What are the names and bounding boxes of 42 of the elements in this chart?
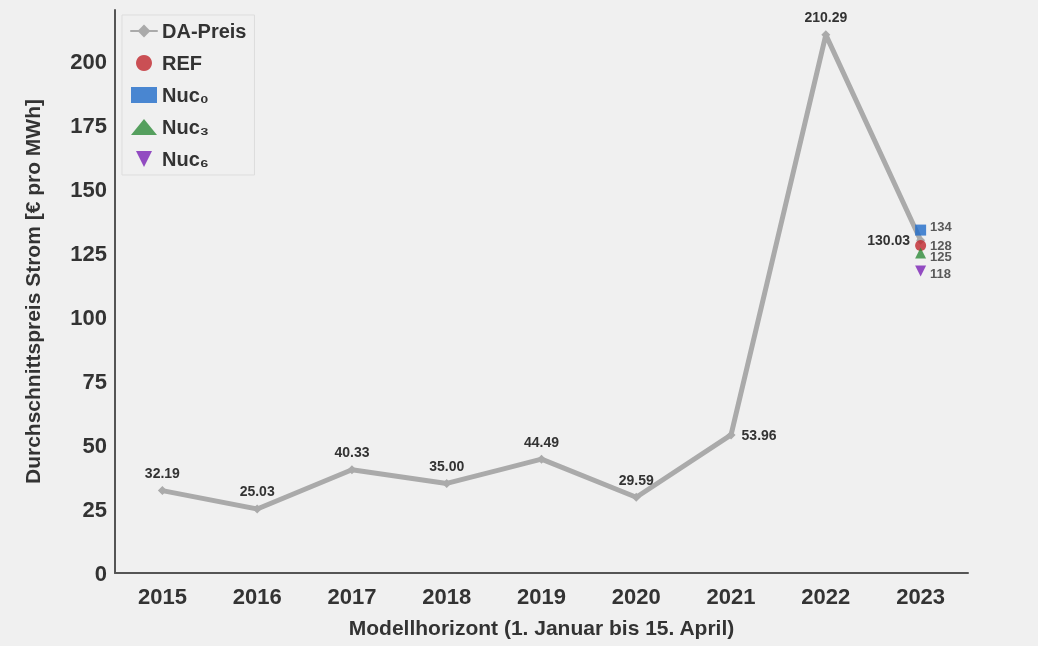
data-label: 128	[930, 237, 952, 253]
y-tick-label: 200	[70, 48, 107, 74]
x-tick-label: 2019	[517, 583, 566, 609]
x-tick-label: 2015	[137, 583, 187, 609]
x-tick-label: 2022	[801, 583, 851, 609]
y-tick-label: 175	[70, 112, 107, 138]
y-tick-label: 125	[70, 240, 107, 266]
y-tick-label: 100	[70, 304, 107, 330]
data-label: 25.03	[239, 483, 275, 500]
data-label: 40.33	[334, 444, 370, 461]
data-label: 118	[930, 265, 952, 281]
legend-label: REF	[162, 52, 202, 74]
point	[537, 454, 546, 464]
y-tick-label: 0	[94, 560, 107, 586]
x-tick-label: 2018	[422, 583, 472, 609]
x-tick-label: 2017	[327, 583, 377, 609]
data-label: 53.96	[741, 426, 777, 443]
data-label: 210.29	[804, 9, 848, 26]
x-tick-label: 2023	[896, 583, 946, 609]
y-tick-label: 75	[82, 368, 107, 394]
legend-label: Nuc₃	[162, 116, 210, 138]
point	[915, 239, 927, 251]
x-tick-label: 2021	[706, 583, 756, 609]
data-label: 44.49	[523, 433, 560, 450]
x-tick-label: 2020	[611, 583, 661, 609]
data-label: 35.00	[429, 457, 465, 474]
y-tick-label: 50	[82, 432, 107, 458]
y-tick-label: 150	[70, 176, 107, 202]
data-label: 29.59	[618, 471, 654, 488]
point	[915, 224, 927, 236]
point	[915, 265, 927, 277]
point	[915, 247, 927, 259]
x-tick-label: 2016	[232, 583, 282, 609]
data-label: 130.03	[867, 232, 911, 249]
legend-label: Nuc₆	[162, 148, 209, 170]
y-axis-title: Durchschnittspreis Strom [€ pro MWh]	[21, 98, 44, 485]
data-label: 32.19	[144, 465, 181, 482]
x-axis-title: Modellhorizont (1. Januar bis 15. April)	[348, 616, 735, 639]
y-tick-label: 25	[82, 496, 107, 522]
data-label: 134	[930, 218, 953, 234]
legend-label: DA-Preis	[162, 20, 247, 42]
legend-label: Nuc₀	[162, 84, 209, 106]
